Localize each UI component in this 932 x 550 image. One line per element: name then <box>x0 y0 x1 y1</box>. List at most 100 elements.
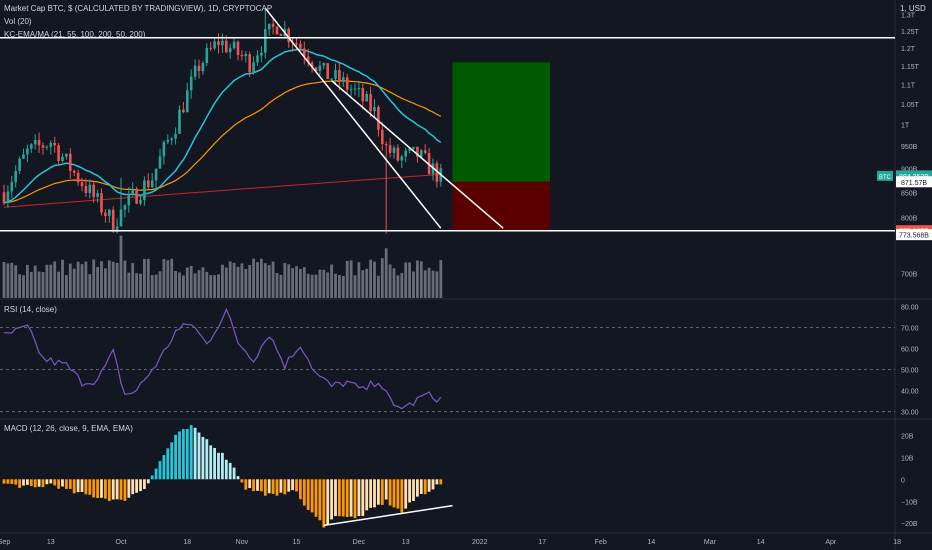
candle-body <box>248 54 251 73</box>
ma-badge: 773.568B <box>899 233 929 240</box>
volume-bar <box>92 259 96 298</box>
candle-body <box>65 153 68 157</box>
volume-bar <box>431 270 435 298</box>
ma-label: KC-EMA/MA (21, 55, 100, 200, 50, 200) <box>4 30 146 39</box>
volume-bar <box>232 262 236 298</box>
macd-bar <box>299 479 302 500</box>
macd-bar <box>232 467 236 480</box>
macd-bar <box>53 479 57 486</box>
macd-bar <box>416 479 419 497</box>
candle-body <box>127 194 131 206</box>
candle-body <box>318 65 322 72</box>
candle-body <box>53 142 56 146</box>
macd-bar <box>68 479 72 489</box>
candle-body <box>342 77 345 83</box>
volume-bar <box>400 272 404 298</box>
price-tick-label: 1.1T <box>901 82 916 89</box>
macd-bar <box>37 479 41 487</box>
volume-bar <box>248 264 252 298</box>
candle-body <box>135 188 138 204</box>
volume-bar <box>139 273 142 298</box>
candle-body <box>267 23 271 30</box>
volume-bar <box>107 260 111 298</box>
macd-bar <box>404 479 408 509</box>
candle-body <box>306 56 310 63</box>
volume-bar <box>146 258 150 298</box>
candle-body <box>14 170 17 183</box>
macd-trendline <box>323 504 453 527</box>
candle-body <box>147 180 150 188</box>
macd-bar <box>295 479 298 492</box>
macd-bar <box>279 479 283 493</box>
candle-body <box>209 47 212 49</box>
volume-bar <box>162 259 166 298</box>
volume-bar <box>373 261 376 298</box>
time-tick-label: 14 <box>648 539 656 546</box>
macd-bar <box>373 479 376 508</box>
candle-body <box>41 145 45 148</box>
volume-bar <box>22 275 25 298</box>
macd-bar <box>150 475 154 480</box>
candle-body <box>80 182 84 187</box>
ema-badge: 871.57B <box>901 180 927 187</box>
volume-bar <box>185 267 189 298</box>
macd-bar <box>326 479 330 525</box>
volume-bar <box>353 275 357 298</box>
volume-bar <box>115 262 119 298</box>
macd-bar <box>439 479 443 485</box>
macd-bar <box>217 452 220 480</box>
macd-bar <box>396 479 400 509</box>
macd-bar <box>111 479 115 500</box>
price-tick-label: 700B <box>901 271 918 278</box>
ema-badge-bg <box>896 176 932 188</box>
candle-body <box>225 40 228 53</box>
macd-bar <box>209 445 213 480</box>
macd-bar <box>189 425 193 480</box>
macd-bar <box>330 479 333 520</box>
macd-bar <box>162 455 166 480</box>
candle-body <box>303 48 306 57</box>
candle-body <box>314 67 318 72</box>
rsi-tick-label: 60.00 <box>901 346 919 353</box>
macd-bar <box>80 479 84 493</box>
macd-bar <box>306 479 310 510</box>
volume-bar <box>10 262 14 298</box>
volume-bar <box>412 271 415 298</box>
macd-bar <box>236 476 240 480</box>
volume-bar <box>100 261 103 298</box>
volume-bar <box>80 264 84 298</box>
candle-body <box>400 156 404 161</box>
macd-bar <box>345 479 349 518</box>
candle-body <box>361 88 365 102</box>
ma-200-line <box>3 173 441 208</box>
macd-bar <box>392 479 396 508</box>
volume-bar <box>349 260 353 298</box>
candle-body <box>256 55 259 63</box>
macd-bar <box>205 439 209 480</box>
macd-bar <box>185 428 189 480</box>
volume-bar <box>224 267 228 298</box>
volume-bar <box>435 271 439 298</box>
volume-bar <box>143 258 146 298</box>
macd-bar <box>92 479 96 498</box>
channel-line <box>331 80 504 229</box>
candle-body <box>189 76 193 91</box>
volume-bar <box>271 261 275 298</box>
candle-body <box>92 184 95 197</box>
candle-body <box>131 188 134 195</box>
price-tick-label: 1.25T <box>901 29 920 36</box>
candle-body <box>205 47 209 63</box>
candle-body <box>275 26 279 35</box>
volume-bar <box>166 260 170 298</box>
macd-bar <box>14 479 18 485</box>
volume-bar <box>357 262 361 298</box>
candle-body <box>22 154 25 159</box>
candle-body <box>369 94 372 112</box>
volume-bar <box>423 270 427 298</box>
volume-bar <box>299 269 302 298</box>
volume-bar <box>263 263 267 298</box>
candle-body <box>381 129 384 144</box>
candle-body <box>88 184 92 193</box>
ma-badge-bg <box>896 229 932 241</box>
